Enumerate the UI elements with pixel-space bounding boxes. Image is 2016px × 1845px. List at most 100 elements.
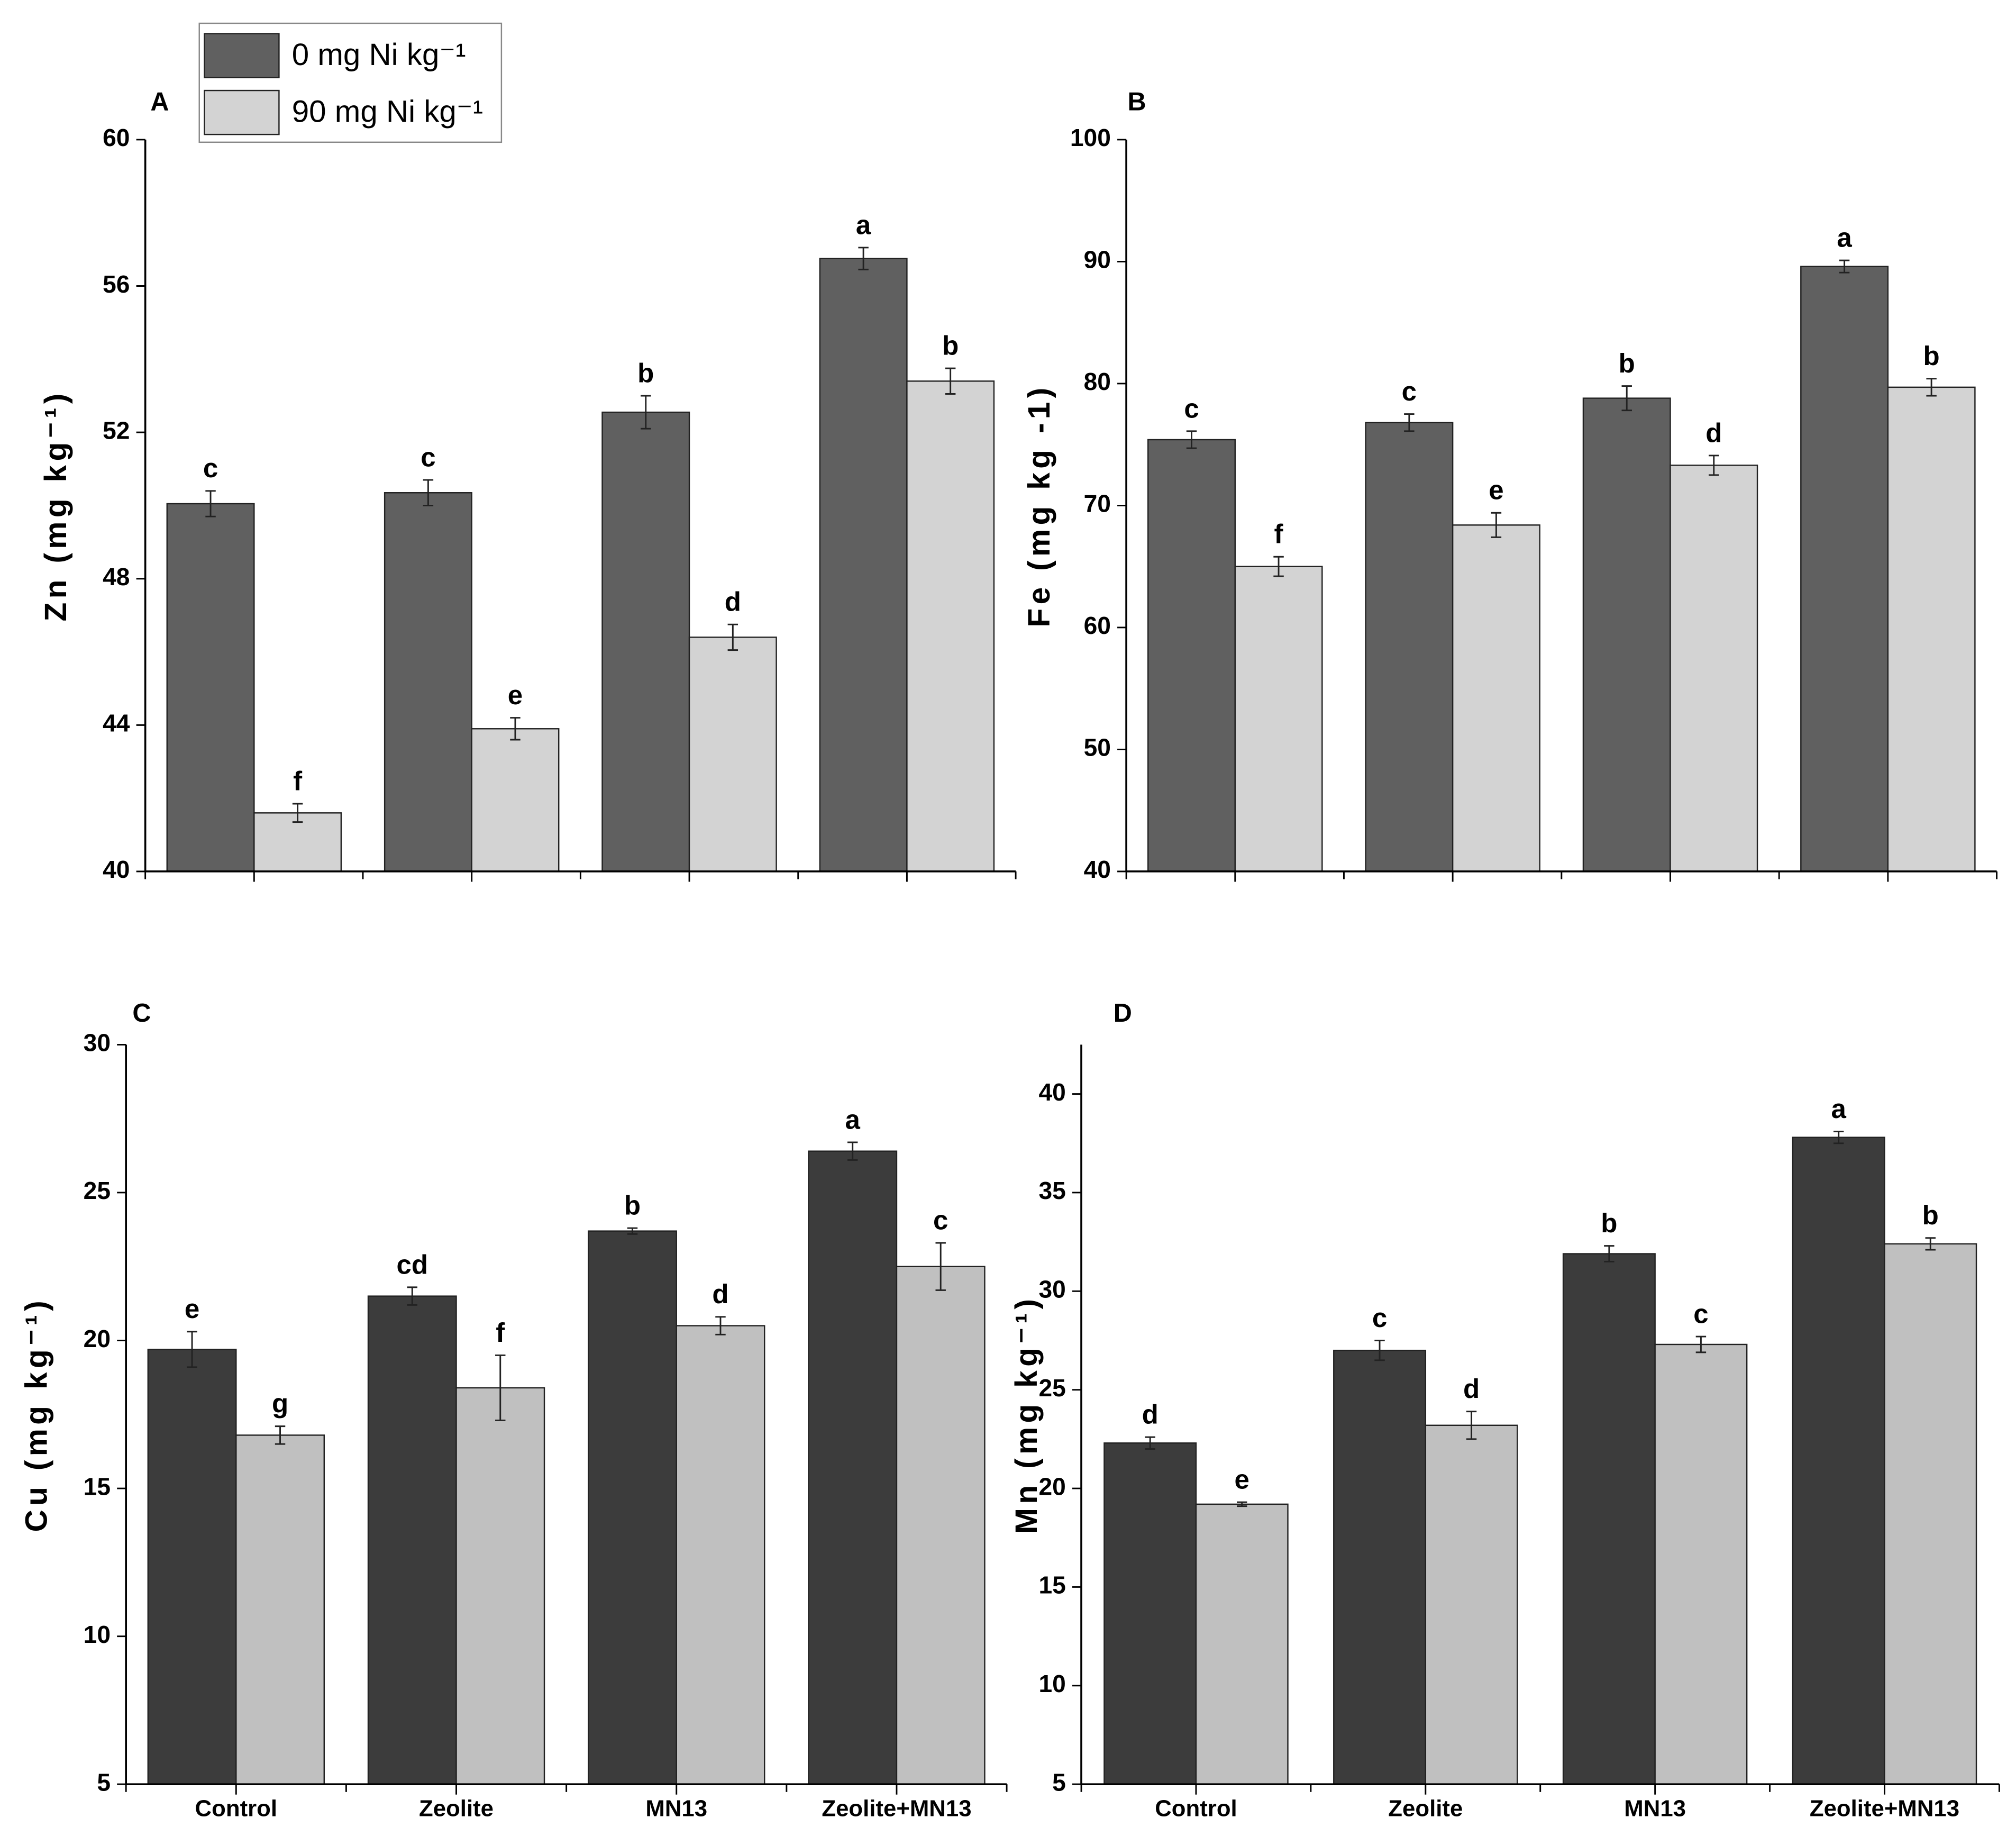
error-bar <box>1237 1501 1247 1507</box>
legend-swatch <box>204 33 280 78</box>
bar <box>1365 422 1454 872</box>
bar <box>384 492 472 872</box>
y-tick-label: 50 <box>1084 734 1111 761</box>
y-tick-label: 80 <box>1084 368 1111 395</box>
significance-letter: a <box>856 210 871 240</box>
bar <box>1654 1343 1748 1785</box>
significance-letter: b <box>942 330 959 360</box>
error-bar <box>423 479 434 506</box>
error-bar <box>935 1242 946 1291</box>
y-axis-label: Cu (mg kg⁻¹) <box>19 1297 53 1532</box>
bar <box>1887 386 1976 872</box>
bar <box>1195 1503 1289 1785</box>
error-bar <box>727 623 738 651</box>
error-bar <box>1621 385 1632 412</box>
significance-letter: d <box>1142 1399 1158 1429</box>
y-tick-label: 100 <box>1070 124 1111 151</box>
error-bar <box>1926 378 1937 397</box>
significance-letter: e <box>1489 475 1503 505</box>
bar <box>1234 566 1323 872</box>
panel-label: C <box>132 999 151 1028</box>
significance-letter: d <box>712 1279 728 1309</box>
bar <box>1452 524 1540 872</box>
y-tick-label: 5 <box>97 1768 111 1796</box>
significance-letter: a <box>845 1104 861 1134</box>
error-bar <box>847 1141 858 1161</box>
significance-letter: b <box>1601 1208 1617 1238</box>
significance-letter: cd <box>397 1249 428 1279</box>
y-tick-label: 40 <box>1084 856 1111 883</box>
bar <box>819 258 908 872</box>
significance-letter: c <box>421 442 435 472</box>
significance-letter: d <box>1705 417 1722 448</box>
y-tick-label: 10 <box>84 1621 111 1648</box>
bar <box>906 380 995 872</box>
bar <box>1884 1243 1977 1785</box>
bar <box>896 1266 986 1785</box>
bar <box>147 1349 237 1785</box>
significance-letter: b <box>624 1190 641 1220</box>
bar <box>1792 1137 1885 1785</box>
y-tick-label: 5 <box>1052 1768 1066 1796</box>
x-tick-label: MN13 <box>1624 1796 1686 1822</box>
bar <box>367 1295 457 1785</box>
y-tick-label: 35 <box>1039 1177 1066 1204</box>
bar <box>1103 1442 1197 1785</box>
panel-label: B <box>1128 87 1146 116</box>
error-bar <box>858 247 869 270</box>
bar <box>455 1387 545 1785</box>
y-tick-label: 40 <box>103 856 130 883</box>
error-bar <box>510 717 521 741</box>
y-tick-label: 56 <box>103 270 130 298</box>
error-bar <box>715 1316 726 1335</box>
bar <box>166 503 255 872</box>
error-bar <box>1145 1436 1155 1450</box>
bar <box>588 1230 677 1785</box>
error-bar <box>1273 556 1284 577</box>
error-bar <box>1186 430 1197 449</box>
error-bar <box>945 367 956 395</box>
bar <box>1670 465 1758 872</box>
x-tick-label: Zeolite+MN13 <box>1810 1796 1959 1822</box>
significance-letter: c <box>933 1205 948 1235</box>
significance-letter: g <box>272 1388 288 1419</box>
bar <box>1562 1253 1656 1785</box>
legend-label: 90 mg Ni kg⁻¹ <box>292 94 483 129</box>
significance-letter: e <box>1235 1464 1249 1494</box>
error-bar <box>1695 1335 1707 1353</box>
significance-letter: d <box>1463 1374 1480 1404</box>
error-bar <box>627 1227 638 1235</box>
error-bar <box>495 1355 506 1421</box>
bar <box>235 1434 325 1785</box>
y-tick-label: 90 <box>1084 246 1111 274</box>
bar <box>601 411 690 872</box>
significance-letter: c <box>1402 376 1417 406</box>
significance-letter: f <box>1274 519 1284 549</box>
significance-letter: f <box>293 766 303 796</box>
bar <box>688 637 777 872</box>
x-tick-label: Zeolite+MN13 <box>822 1796 971 1822</box>
y-tick-label: 40 <box>1039 1078 1066 1106</box>
significance-letter: e <box>508 680 523 710</box>
bar <box>1800 266 1889 872</box>
significance-letter: e <box>185 1294 199 1324</box>
panel-label: D <box>1114 999 1132 1028</box>
y-tick-label: 30 <box>1039 1275 1066 1303</box>
significance-letter: b <box>1922 1200 1939 1230</box>
bar <box>471 728 560 872</box>
y-tick-label: 25 <box>1039 1374 1066 1402</box>
y-tick-label: 25 <box>84 1177 111 1204</box>
y-axis-label: Zn (mg kg⁻¹) <box>39 389 73 621</box>
bar <box>1147 439 1236 872</box>
x-tick-label: Zeolite <box>419 1796 494 1822</box>
y-axis-label: Mn (mg kg⁻¹) <box>1009 1295 1044 1534</box>
error-bar <box>641 395 651 430</box>
y-tick-label: 44 <box>103 710 130 737</box>
error-bar <box>275 1425 286 1445</box>
significance-letter: b <box>1619 348 1635 378</box>
legend-swatch <box>204 89 280 135</box>
y-tick-label: 60 <box>1084 612 1111 639</box>
significance-letter: d <box>725 587 741 617</box>
significance-letter: a <box>1837 222 1852 252</box>
